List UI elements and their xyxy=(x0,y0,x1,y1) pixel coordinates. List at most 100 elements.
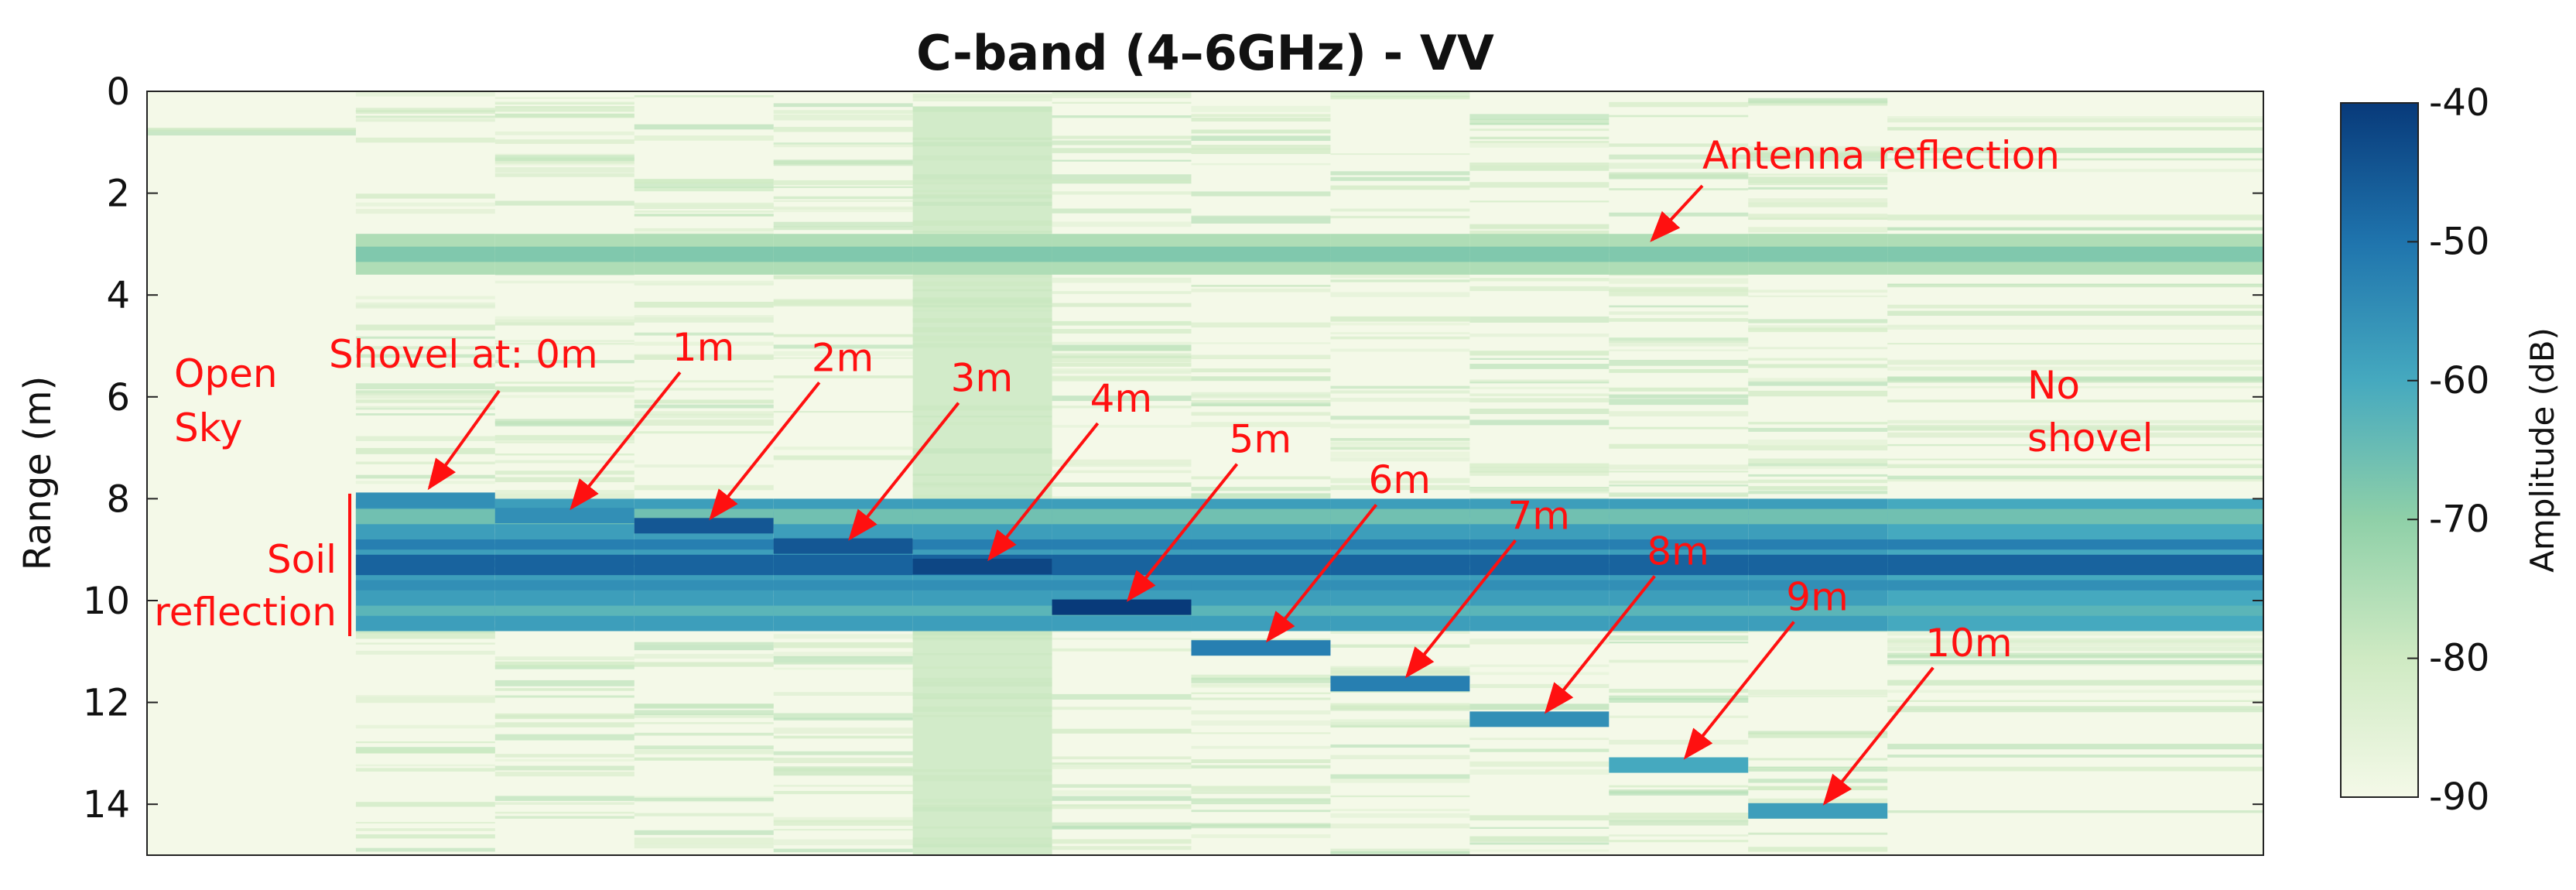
annotation-shovel-7m: 7m xyxy=(1507,493,1570,538)
column-striation xyxy=(1052,208,1192,214)
column-striation xyxy=(1469,351,1610,356)
annotation-shovel-6m: 6m xyxy=(1368,457,1431,502)
column-striation xyxy=(1469,827,1610,829)
column-striation xyxy=(773,751,913,755)
column-striation xyxy=(1748,173,1888,176)
column-striation xyxy=(1469,114,1610,120)
column-striation xyxy=(1052,375,1192,380)
column-striation xyxy=(1052,291,1192,294)
column-3 xyxy=(634,95,774,849)
column-striation xyxy=(1748,766,1888,769)
soil-layer xyxy=(1609,508,1749,525)
column-striation xyxy=(1469,166,1610,171)
column-striation xyxy=(494,169,635,173)
column-striation xyxy=(1469,748,1610,752)
arrow-shovel-3m xyxy=(848,402,960,541)
column-striation xyxy=(1748,327,1888,333)
column-striation xyxy=(1469,316,1610,323)
soil-layer xyxy=(634,554,774,576)
column-striation xyxy=(1609,341,1749,347)
antenna-band-core xyxy=(494,246,635,262)
column-striation xyxy=(773,375,913,378)
soil-layer xyxy=(1748,605,1888,616)
column-striation xyxy=(1330,441,1470,448)
column-striation xyxy=(1748,798,1888,805)
column-striation xyxy=(355,202,495,207)
column-striation xyxy=(773,634,913,639)
column-striation xyxy=(773,226,913,231)
y-tick-label: 12 xyxy=(83,682,130,725)
column-striation xyxy=(494,155,635,162)
column-striation xyxy=(634,837,774,844)
soil-layer xyxy=(1052,554,1192,576)
column-striation xyxy=(1330,185,1470,190)
column-striation xyxy=(634,135,774,141)
column-striation xyxy=(1748,731,1888,734)
column-5 xyxy=(912,93,1052,856)
column-striation xyxy=(1191,745,1331,749)
column-striation xyxy=(634,317,774,323)
column-striation xyxy=(1052,341,1192,345)
column-7 xyxy=(1191,105,1331,838)
column-striation xyxy=(1052,358,1192,363)
column-striation xyxy=(355,724,495,729)
arrow-shovel-8m xyxy=(1544,575,1656,714)
soil-layer xyxy=(1330,554,1470,576)
column-striation xyxy=(1330,774,1470,779)
column-striation xyxy=(1887,700,2263,703)
soil-layer xyxy=(1052,539,1192,550)
column-striation xyxy=(494,153,635,156)
column-striation xyxy=(1191,354,1331,360)
column-striation xyxy=(1191,376,1331,382)
column-striation xyxy=(1469,278,1610,282)
column-striation xyxy=(1191,824,1331,829)
column-6 xyxy=(1052,91,1192,851)
column-striation xyxy=(773,661,913,665)
column-striation xyxy=(1191,692,1331,694)
column-9 xyxy=(1469,114,1610,852)
column-striation xyxy=(634,662,774,667)
column-striation xyxy=(1191,476,1331,480)
column-striation xyxy=(1748,217,1888,220)
column-striation xyxy=(1052,344,1192,351)
column-striation xyxy=(355,209,495,214)
column-striation xyxy=(1609,289,1749,291)
shovel-reflection-5m xyxy=(1052,599,1192,615)
column-striation xyxy=(773,713,913,719)
column-striation xyxy=(1330,439,1470,441)
column-striation xyxy=(773,829,913,831)
annotation-shovel-1m: 1m xyxy=(672,325,735,370)
soil-layer xyxy=(494,580,635,590)
column-striation xyxy=(1469,382,1610,384)
column-wash xyxy=(912,106,1052,856)
soil-layer xyxy=(1887,554,2263,576)
column-striation xyxy=(1469,140,1610,143)
column-striation xyxy=(1330,423,1470,429)
column-striation xyxy=(773,344,913,349)
column-striation xyxy=(1469,487,1610,494)
soil-layer xyxy=(1469,554,1610,576)
column-striation xyxy=(1609,394,1749,399)
y-tick-label: 14 xyxy=(83,783,130,827)
column-striation xyxy=(1609,399,1749,406)
column-striation xyxy=(1469,761,1610,767)
column-striation xyxy=(773,652,913,658)
column-striation xyxy=(1887,118,2263,123)
column-striation xyxy=(355,108,495,115)
column-striation xyxy=(1609,143,1749,147)
soil-layer xyxy=(1609,605,1749,616)
column-striation xyxy=(494,734,635,741)
column-striation xyxy=(1191,135,1331,142)
column-striation xyxy=(634,399,774,404)
column-striation xyxy=(1052,839,1192,844)
column-striation xyxy=(1609,188,1749,190)
antenna-band-core xyxy=(1330,246,1470,262)
column-striation xyxy=(494,471,635,475)
column-striation xyxy=(1887,659,2263,665)
column-striation xyxy=(1609,695,1749,700)
column-striation xyxy=(1330,171,1470,176)
column-striation xyxy=(634,484,774,491)
column-striation xyxy=(773,717,913,721)
column-striation xyxy=(1191,834,1331,838)
soil-layer xyxy=(1330,605,1470,616)
